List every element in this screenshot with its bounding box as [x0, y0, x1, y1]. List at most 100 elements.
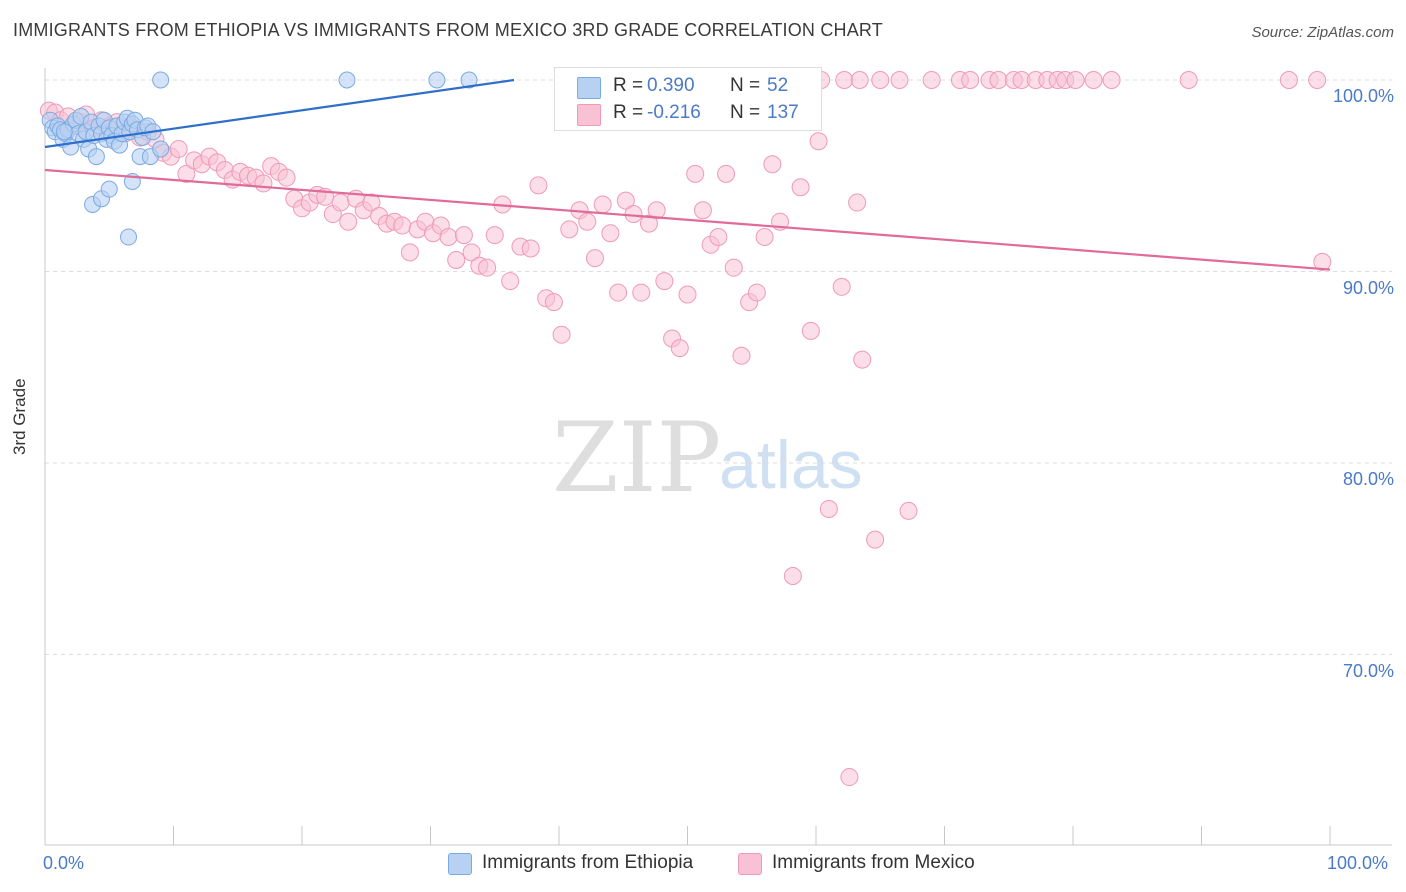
ethiopia-r-label: R = [613, 75, 644, 96]
mexico-point [922, 71, 941, 89]
mexico-point [819, 499, 838, 518]
legend-item-mexico[interactable]: Immigrants from Mexico [738, 851, 998, 877]
mexico-point [169, 139, 188, 158]
mexico-point [585, 249, 604, 268]
mexico-point [848, 193, 867, 212]
mexico-point [485, 226, 504, 245]
mexico-point [853, 350, 872, 369]
mexico-point [678, 285, 697, 304]
stats-row-mexico: R = -0.216 N = 137 [555, 101, 821, 127]
mexico-point [871, 71, 890, 89]
mexico-point [791, 178, 810, 197]
mexico-point [1102, 71, 1121, 89]
mexico-point [393, 216, 412, 235]
mexico-point [899, 501, 918, 520]
mexico-point [362, 193, 381, 212]
stats-legend: R = 0.390 N = 52 R = -0.216 N = 137 [554, 67, 822, 131]
ethiopia-point [87, 148, 105, 166]
mexico-point [521, 239, 540, 258]
legend-label-mexico: Immigrants from Mexico [772, 852, 975, 873]
mexico-point [840, 768, 859, 787]
legend-swatch-mexico [738, 853, 762, 875]
y-tick-label: 90.0% [1342, 277, 1394, 298]
x-tick-label-min: 0.0% [43, 853, 85, 873]
mexico-point [462, 243, 481, 262]
ethiopia-points [41, 71, 478, 246]
mexico-point [277, 168, 296, 187]
y-tick-label: 80.0% [1342, 469, 1394, 489]
mexico-point [601, 224, 620, 243]
ethiopia-point [338, 71, 356, 89]
ethiopia-swatch [577, 77, 601, 99]
ethiopia-n-label: N = [730, 75, 761, 96]
y-tick-label: 100.0% [1332, 86, 1394, 106]
mexico-point [578, 212, 597, 231]
mexico-point [709, 228, 728, 247]
ethiopia-r-value: 0.390 [647, 75, 695, 96]
mexico-point [1084, 71, 1103, 89]
mexico-point [763, 155, 782, 174]
ethiopia-trend-line [44, 78, 515, 149]
mexico-point [439, 228, 458, 247]
mexico-point [732, 346, 751, 365]
mexico-point [478, 258, 497, 277]
x-tick-label-max: 100.0% [1327, 853, 1389, 873]
watermark-atlas: atlas [719, 427, 863, 503]
mexico-point [693, 201, 712, 220]
mexico-point [632, 283, 651, 302]
mexico-point [655, 272, 674, 291]
mexico-point [717, 164, 736, 183]
mexico-point [1308, 71, 1327, 89]
ethiopia-point [460, 71, 478, 89]
mexico-point [339, 212, 358, 231]
mexico-point [809, 132, 828, 151]
mexico-point [1066, 71, 1085, 89]
mexico-point [835, 71, 854, 89]
mexico-point [400, 243, 419, 262]
mexico-point [501, 272, 520, 291]
mexico-point [609, 283, 628, 302]
mexico-point [890, 71, 909, 89]
mexico-point [331, 193, 350, 212]
mexico-point [647, 201, 666, 220]
mexico-point [989, 71, 1008, 89]
mexico-point [670, 339, 689, 358]
mexico-point [783, 566, 802, 585]
mexico-point [593, 195, 612, 214]
mexico-point [254, 174, 273, 193]
watermark-zip: ZIP [552, 402, 721, 514]
y-tick-label: 70.0% [1342, 660, 1394, 681]
mexico-point [616, 191, 635, 210]
mexico-point [747, 283, 766, 302]
mexico-point [544, 293, 563, 312]
ethiopia-point [428, 71, 446, 89]
mexico-point [1313, 252, 1332, 271]
ethiopia-point [100, 180, 118, 198]
grid-lines [45, 79, 1392, 655]
ethiopia-point [55, 123, 73, 141]
source-label: Source: ZipAtlas.com [1251, 24, 1394, 41]
mexico-point [447, 251, 466, 270]
trend-lines [44, 78, 1331, 271]
mexico-point [686, 164, 705, 183]
legend-swatch-ethiopia [448, 853, 472, 875]
legend-label-ethiopia: Immigrants from Ethiopia [482, 852, 694, 873]
chart-title: IMMIGRANTS FROM ETHIOPIA VS IMMIGRANTS F… [13, 20, 883, 40]
mexico-n-label: N = [730, 102, 761, 123]
mexico-point [832, 277, 851, 296]
mexico-point [850, 71, 869, 89]
ethiopia-point [120, 228, 138, 246]
legend-item-ethiopia[interactable]: Immigrants from Ethiopia [448, 851, 718, 877]
mexico-point [529, 176, 548, 195]
mexico-point [801, 321, 820, 340]
mexico-point [755, 228, 774, 247]
axes [44, 68, 1392, 846]
mexico-point [639, 214, 658, 233]
mexico-point [1179, 71, 1198, 89]
mexico-point [866, 530, 885, 549]
mexico-n-value: 137 [767, 102, 799, 123]
mexico-r-value: -0.216 [647, 102, 701, 123]
mexico-point [454, 226, 473, 245]
mexico-swatch [577, 104, 601, 126]
